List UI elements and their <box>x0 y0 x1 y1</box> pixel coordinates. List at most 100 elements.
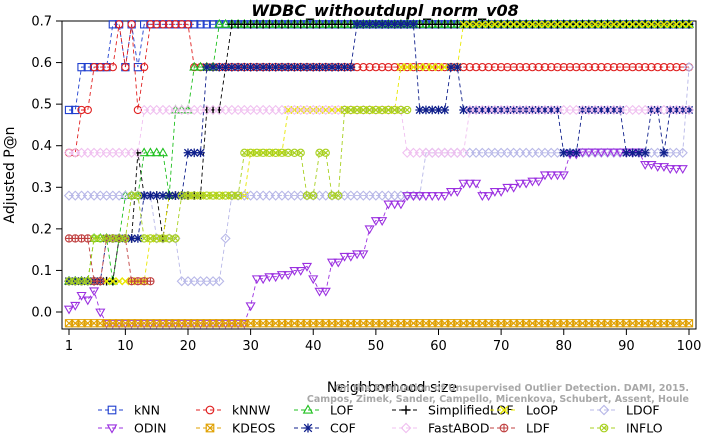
data-point <box>420 192 432 202</box>
data-point <box>152 191 161 200</box>
data-point <box>145 147 156 157</box>
data-point <box>77 105 86 115</box>
data-point <box>201 319 212 329</box>
data-point <box>616 20 625 29</box>
series-ldof <box>63 62 695 287</box>
data-point <box>597 62 606 72</box>
data-point <box>205 405 215 415</box>
data-point <box>615 62 625 72</box>
data-point <box>365 62 374 72</box>
legend-label: INFLO <box>626 421 663 434</box>
data-point <box>189 148 199 158</box>
data-point <box>220 233 231 244</box>
data-point <box>132 319 143 329</box>
series-line-knnw <box>69 23 689 154</box>
data-point <box>96 234 105 243</box>
data-point <box>302 191 312 200</box>
data-point <box>452 188 463 197</box>
data-point <box>270 273 281 283</box>
data-point <box>83 105 92 115</box>
data-point <box>145 319 156 329</box>
data-point <box>295 266 306 276</box>
data-point <box>400 422 412 434</box>
legend-entry-fastabod: FastABOD <box>392 421 490 434</box>
data-point <box>133 105 143 115</box>
data-point <box>546 171 557 181</box>
data-point <box>484 20 493 29</box>
data-point <box>489 188 500 197</box>
data-point <box>114 319 125 329</box>
data-point <box>202 191 211 200</box>
data-point <box>352 20 362 29</box>
data-point <box>377 62 387 72</box>
data-point <box>496 188 507 197</box>
data-point <box>115 277 124 286</box>
data-point <box>205 423 215 433</box>
data-point <box>653 20 662 29</box>
data-point <box>276 271 288 281</box>
data-point <box>641 20 650 29</box>
data-point <box>640 148 650 158</box>
data-point <box>440 63 449 72</box>
data-point <box>120 319 131 329</box>
data-point <box>652 163 663 172</box>
data-point <box>421 63 431 72</box>
data-point <box>108 277 117 286</box>
data-point <box>384 62 393 72</box>
data-point <box>359 62 368 72</box>
data-point <box>415 63 424 72</box>
data-point <box>277 148 287 157</box>
legend-entry-inflo: INFLO <box>590 421 663 434</box>
data-point <box>408 192 419 202</box>
data-point <box>609 20 618 29</box>
series-fastabod <box>63 104 695 158</box>
data-point <box>215 191 224 200</box>
data-point <box>590 20 600 29</box>
legend-label: kNN <box>134 403 160 418</box>
legend-entry-loop: LoOP <box>490 403 558 418</box>
data-point <box>490 62 500 72</box>
series-layer <box>63 18 695 329</box>
legend-entry-cof: COF <box>294 421 356 434</box>
data-point <box>101 319 112 329</box>
data-point <box>496 62 506 72</box>
data-point <box>428 63 437 72</box>
data-point <box>515 62 525 72</box>
data-point <box>471 20 481 29</box>
data-point <box>320 287 331 297</box>
data-point <box>70 301 81 311</box>
data-point <box>139 191 149 200</box>
data-point <box>459 105 468 115</box>
data-point <box>434 62 443 72</box>
data-point <box>534 105 544 115</box>
x-tick-label: 70 <box>493 339 510 354</box>
legend-label: KDEOS <box>232 421 276 434</box>
data-point <box>133 234 143 243</box>
data-point <box>195 61 206 71</box>
data-point <box>233 62 243 72</box>
data-point <box>634 148 644 158</box>
data-point <box>202 62 212 72</box>
data-point <box>82 296 93 306</box>
data-point <box>171 234 180 243</box>
data-point <box>88 287 100 297</box>
data-point <box>440 105 450 115</box>
data-point <box>164 191 174 200</box>
data-point <box>220 18 231 28</box>
data-point <box>428 62 437 72</box>
data-point <box>565 62 575 72</box>
data-point <box>597 20 606 29</box>
data-point <box>177 20 186 29</box>
data-point <box>240 62 249 72</box>
data-point <box>471 62 481 72</box>
series-line-ldof <box>69 67 690 282</box>
data-point <box>395 200 407 210</box>
data-point <box>641 62 650 72</box>
data-point <box>308 275 319 285</box>
data-point <box>539 171 551 181</box>
data-point <box>133 191 143 200</box>
data-point <box>176 319 187 329</box>
data-point <box>547 20 556 29</box>
data-point <box>559 148 569 158</box>
data-point <box>390 20 399 29</box>
